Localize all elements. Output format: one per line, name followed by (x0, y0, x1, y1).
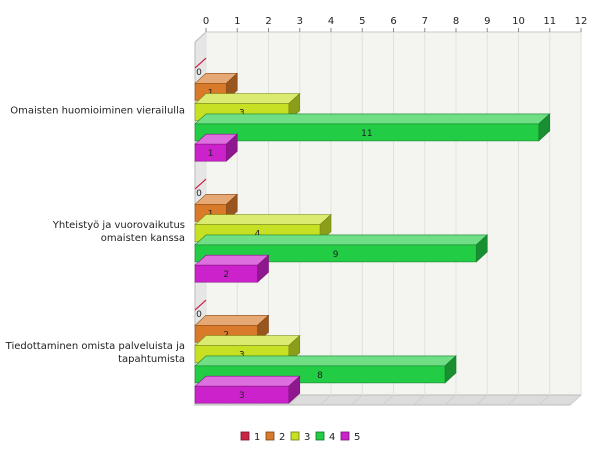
category-label: Yhteistyö ja vuorovaikutus omaisten kanss… (52, 220, 185, 244)
x-tick-label: 9 (484, 16, 490, 27)
grid-lines (194, 32, 582, 406)
x-tick-label: 12 (575, 16, 588, 27)
bar-value-label: 11 (361, 129, 372, 139)
legend-label: 5 (354, 432, 360, 443)
bar-top-face (194, 375, 301, 387)
legend-swatch (265, 431, 275, 441)
bar: 0 (194, 178, 207, 199)
bar-front-face (194, 143, 227, 162)
legend-label: 4 (329, 432, 335, 443)
bar-zero-marker (194, 178, 207, 190)
floor-grid-line (569, 394, 582, 406)
floor-grid-line (288, 394, 301, 406)
bar: 11 (194, 113, 551, 142)
floor-grid-line (413, 394, 426, 406)
category-label-line: Yhteistyö ja vuorovaikutus (52, 220, 185, 231)
floor-grid-line (350, 394, 363, 406)
category-label-line: Omaisten huomioiminen vierailulla (10, 105, 185, 116)
bar-front-face (194, 123, 540, 142)
bar-value-label: 2 (223, 330, 229, 340)
legend-label: 2 (279, 432, 285, 443)
bar: 1 (194, 133, 239, 162)
legend-item: 5 (340, 431, 360, 443)
legend-item: 4 (315, 431, 335, 443)
bar: 2 (194, 254, 270, 283)
bar-top-face (194, 254, 270, 266)
floor-grid-line (475, 394, 488, 406)
x-tick-label: 2 (265, 16, 271, 27)
bar-top-face (194, 214, 332, 225)
x-tick-label: 7 (422, 16, 428, 27)
bar-front-face (194, 264, 258, 283)
bar-top-face (194, 93, 301, 104)
x-tick-label: 0 (203, 16, 209, 27)
legend: 1 2 3 4 5 (240, 431, 360, 443)
bar-top-face (194, 335, 301, 346)
legend-item: 3 (290, 431, 310, 443)
x-tick-label: 1 (234, 16, 240, 27)
legend-swatch (340, 431, 350, 441)
bar-value-label: 0 (196, 189, 202, 199)
category-labels: Omaisten huomioiminen vierailulla Yhteist… (5, 105, 185, 365)
legend-swatch (290, 431, 300, 441)
x-tick-label: 5 (359, 16, 365, 27)
category-label-line: Tiedottaminen omista palveluista ja (5, 341, 185, 352)
bar: 1 (194, 193, 239, 222)
legend-swatch (240, 431, 250, 441)
x-tick-label: 10 (512, 16, 525, 27)
bar-top-face (194, 113, 551, 125)
bar-value-label: 8 (317, 371, 323, 381)
legend-item: 2 (265, 431, 285, 443)
bar: 0 (194, 299, 207, 320)
legend-label: 3 (304, 432, 310, 443)
bar: 3 (194, 375, 301, 404)
x-tick-label: 11 (543, 16, 556, 27)
floor-grid-line (507, 394, 519, 406)
bar-value-label: 9 (333, 250, 339, 260)
x-tick-label: 6 (390, 16, 396, 27)
legend-label: 1 (254, 432, 260, 443)
bar-top-face (194, 234, 489, 246)
bar-front-face (194, 385, 290, 404)
bar-value-label: 1 (208, 149, 214, 159)
bar-top-face (194, 314, 270, 326)
floor-grid-line (538, 394, 551, 406)
x-tick-label: 4 (328, 16, 334, 27)
bar-top-face (194, 355, 457, 367)
bar-zero-marker (194, 299, 207, 311)
legend-item: 1 (240, 431, 260, 443)
legend-swatch (315, 431, 325, 441)
bar-zero-marker (194, 57, 207, 69)
bar: 0 (194, 57, 207, 78)
x-axis-ticks: 0 1 2 3 4 5 6 7 8 9 10 11 12 (203, 16, 588, 32)
bar-value-label: 0 (196, 310, 202, 320)
bar-value-label: 3 (239, 391, 245, 401)
floor-grid-line (319, 394, 332, 406)
category-label-line: omaisten kanssa (101, 233, 185, 244)
bars: 0131110149202383 (194, 57, 551, 404)
x-tick-label: 3 (297, 16, 303, 27)
category-label: Omaisten huomioiminen vierailulla (10, 105, 185, 116)
category-label: Tiedottaminen omista palveluista ja tapah… (5, 341, 185, 365)
floor-grid-line (382, 394, 394, 406)
floor-grid-line (444, 394, 457, 406)
x-tick-label: 8 (453, 16, 459, 27)
bar-value-label: 0 (196, 68, 202, 78)
category-label-line: tapahtumista (118, 354, 185, 365)
bar-value-label: 2 (223, 270, 229, 280)
